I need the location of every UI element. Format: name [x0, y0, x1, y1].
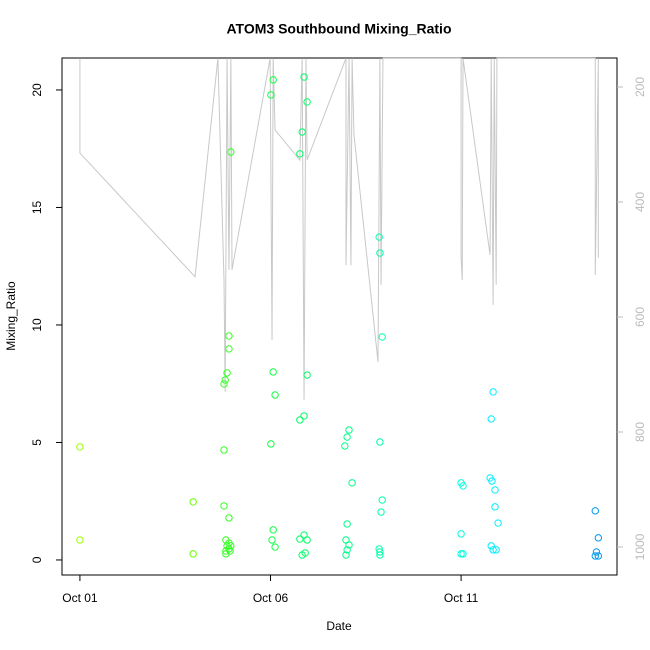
- point: [189, 498, 197, 506]
- point: [300, 412, 308, 420]
- point: [269, 76, 277, 84]
- point: [459, 550, 467, 558]
- y2-tick-label: 1000: [633, 533, 647, 560]
- y2-tick-label: 800: [633, 422, 647, 442]
- point: [271, 543, 279, 551]
- point: [591, 507, 599, 515]
- point: [271, 391, 279, 399]
- point: [594, 534, 603, 542]
- point: [296, 535, 304, 543]
- point: [225, 345, 233, 353]
- point: [298, 128, 306, 136]
- point: [303, 98, 311, 106]
- point: [298, 551, 306, 559]
- x-tick-label: Oct 01: [62, 591, 98, 605]
- x-tick-label: Oct 06: [253, 591, 289, 605]
- point: [376, 551, 384, 559]
- point: [487, 542, 495, 550]
- point: [343, 520, 351, 528]
- point: [342, 551, 350, 559]
- point: [222, 550, 230, 558]
- point: [303, 536, 311, 544]
- pressure-line: [79, 57, 599, 400]
- point: [225, 514, 233, 522]
- point: [221, 376, 229, 384]
- point: [491, 486, 499, 494]
- y-tick-label: 15: [30, 200, 44, 214]
- point: [457, 550, 465, 558]
- y-tick-label: 0: [30, 556, 44, 563]
- point: [378, 333, 386, 341]
- point: [376, 548, 384, 556]
- y-tick-label: 10: [30, 318, 44, 332]
- point: [591, 552, 599, 560]
- point: [269, 368, 277, 376]
- point: [592, 548, 601, 556]
- point: [223, 369, 231, 377]
- point: [225, 332, 233, 340]
- point: [457, 530, 465, 538]
- point: [300, 73, 308, 81]
- point: [341, 442, 349, 450]
- point: [343, 433, 351, 441]
- y-axis-label: Mixing_Ratio: [4, 281, 18, 351]
- point: [76, 443, 84, 451]
- y2-tick-label: 400: [633, 192, 647, 212]
- point: [220, 502, 228, 510]
- chart-title: ATOM3 Southbound Mixing_Ratio: [226, 21, 451, 37]
- point: [267, 91, 275, 99]
- point: [303, 371, 311, 379]
- point: [376, 438, 384, 446]
- point: [189, 550, 197, 558]
- point: [378, 496, 386, 504]
- point: [222, 547, 230, 555]
- point: [267, 440, 275, 448]
- point: [227, 148, 235, 156]
- point: [348, 479, 356, 487]
- point: [459, 482, 467, 490]
- y2-tick-label: 200: [633, 77, 647, 97]
- y-tick-label: 5: [30, 439, 44, 446]
- x-axis-label: Date: [326, 619, 352, 633]
- x-tick-label: Oct 11: [444, 591, 479, 605]
- point: [345, 541, 353, 549]
- point: [269, 526, 277, 534]
- point: [268, 536, 276, 544]
- plot-frame: [61, 57, 618, 576]
- point: [296, 150, 304, 158]
- point: [594, 552, 603, 560]
- point: [487, 415, 495, 423]
- point: [492, 546, 500, 554]
- point: [377, 508, 385, 516]
- point: [376, 249, 384, 257]
- point: [494, 519, 502, 527]
- point: [343, 546, 351, 554]
- y2-tick-label: 600: [633, 307, 647, 327]
- point: [489, 388, 497, 396]
- point: [76, 536, 84, 544]
- point: [491, 503, 499, 511]
- point: [296, 416, 304, 424]
- point: [489, 546, 497, 554]
- point: [220, 446, 228, 454]
- point: [345, 426, 353, 434]
- y-tick-label: 20: [30, 83, 44, 97]
- point: [220, 380, 228, 388]
- point: [375, 233, 383, 241]
- point: [488, 477, 496, 485]
